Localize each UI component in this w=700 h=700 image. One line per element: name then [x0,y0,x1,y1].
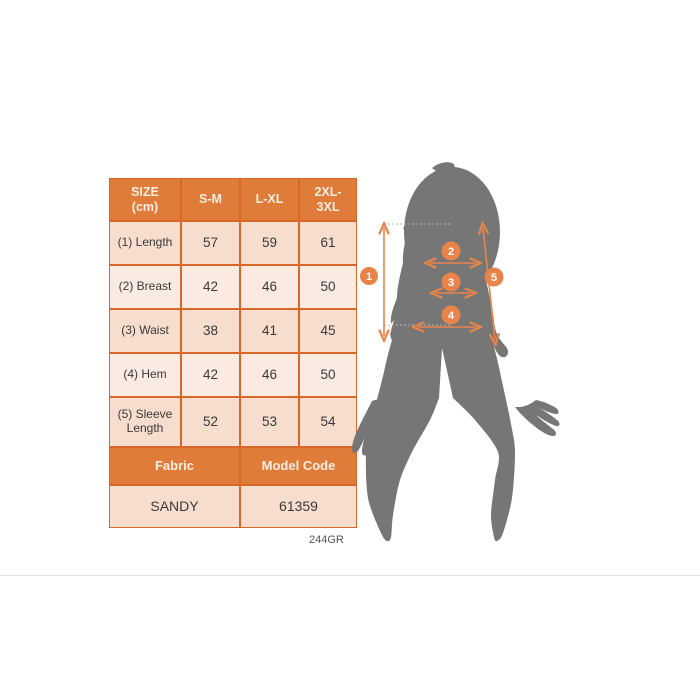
svg-text:5: 5 [491,272,497,284]
svg-text:3: 3 [448,277,454,289]
svg-text:1: 1 [366,271,372,283]
svg-text:4: 4 [448,310,455,322]
svg-text:2: 2 [448,246,454,258]
